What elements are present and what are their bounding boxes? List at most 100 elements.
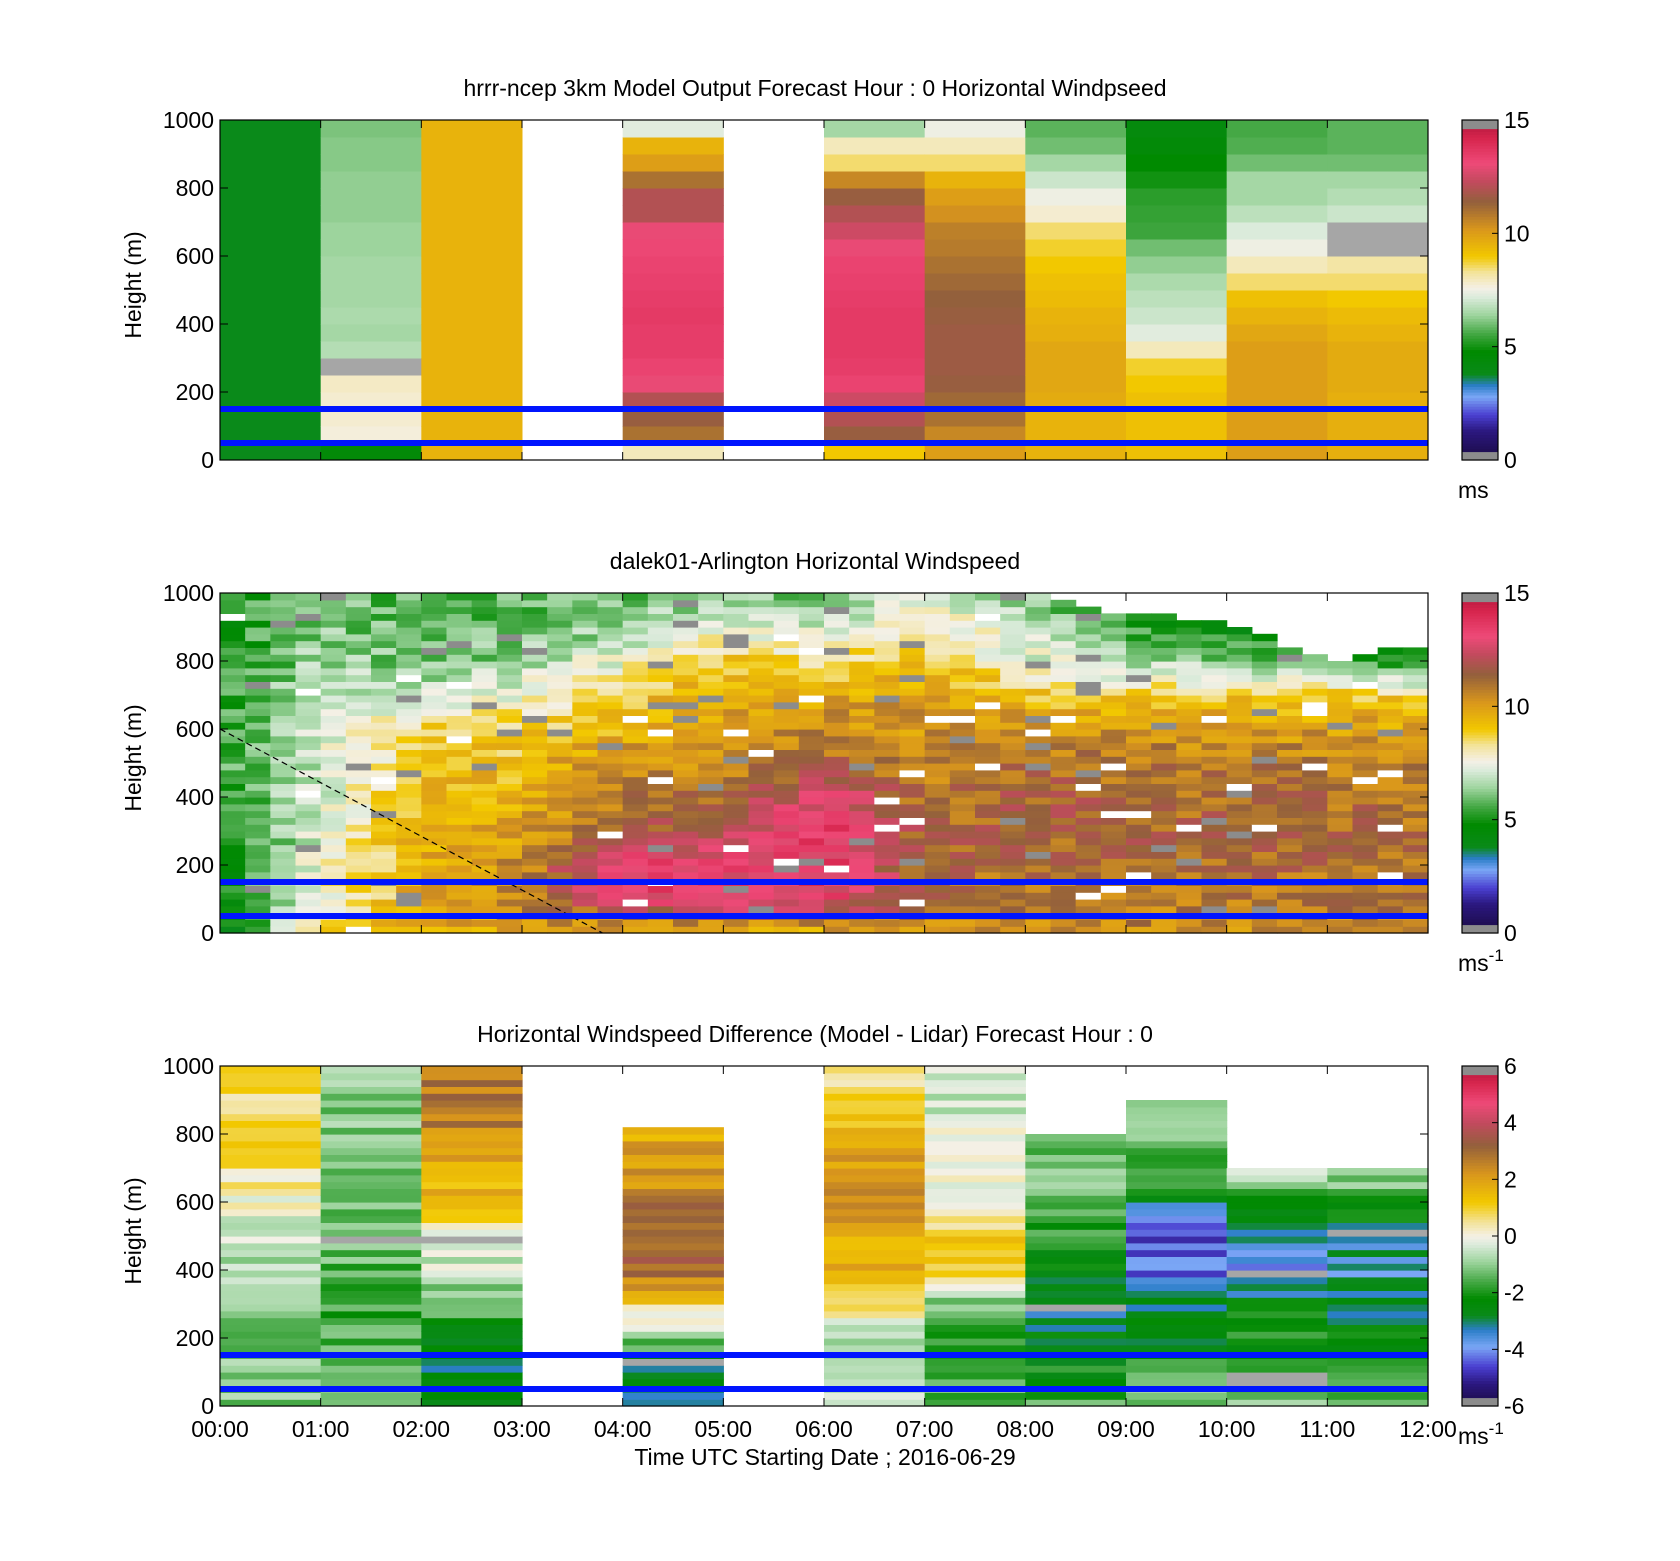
heatmap-cell xyxy=(446,695,473,703)
heatmap-cell xyxy=(1151,892,1177,900)
heatmap-cell xyxy=(824,1270,926,1278)
heatmap-cell xyxy=(1075,735,1102,744)
heatmap-cell xyxy=(446,620,473,628)
heatmap-cell xyxy=(1000,640,1026,648)
heatmap-cell xyxy=(748,729,775,737)
colorbar-swatch xyxy=(1462,615,1498,620)
heatmap-cell xyxy=(1251,769,1278,778)
heatmap-cell xyxy=(899,647,926,655)
heatmap-cell xyxy=(547,654,573,662)
heatmap-cell xyxy=(471,729,498,737)
heatmap-cell xyxy=(1327,715,1354,723)
heatmap-cell xyxy=(496,892,523,900)
heatmap-cell xyxy=(1201,885,1228,893)
heatmap-cell xyxy=(220,1297,322,1305)
heatmap-cell xyxy=(622,1147,724,1155)
heatmap-cell xyxy=(1126,1229,1228,1237)
heatmap-cell xyxy=(396,640,422,648)
heatmap-cell xyxy=(320,1310,422,1319)
heatmap-cell xyxy=(622,1236,724,1244)
heatmap-cell xyxy=(924,1276,1026,1285)
heatmap-cell xyxy=(421,1249,523,1257)
heatmap-cell xyxy=(471,763,498,771)
colorbar-swatch xyxy=(1462,358,1498,362)
heatmap-cell xyxy=(295,708,322,716)
heatmap-cell xyxy=(1402,722,1429,730)
heatmap-cell xyxy=(320,1256,422,1264)
colorbar-swatch xyxy=(1462,819,1498,824)
heatmap-cell xyxy=(547,688,573,696)
colorbar-swatch xyxy=(1462,1224,1498,1229)
colorbar-swatch xyxy=(1462,720,1498,724)
heatmap-cell xyxy=(899,885,926,893)
heatmap-cell xyxy=(320,222,422,240)
heatmap-cell xyxy=(849,905,875,914)
heatmap-cell xyxy=(396,905,422,914)
colorbar-swatch xyxy=(1462,1400,1498,1404)
heatmap-cell xyxy=(1126,1283,1228,1291)
heatmap-cell xyxy=(471,695,498,703)
heatmap-cell xyxy=(496,797,523,805)
heatmap-cell xyxy=(471,661,498,669)
heatmap-cell xyxy=(1377,735,1404,744)
heatmap-cell xyxy=(1327,1365,1429,1373)
heatmap-cell xyxy=(220,1079,322,1087)
y-tick-label: 200 xyxy=(176,852,214,878)
heatmap-cell xyxy=(1000,769,1026,778)
heatmap-cell xyxy=(1025,222,1127,240)
heatmap-cell xyxy=(1402,790,1429,798)
heatmap-cell xyxy=(547,674,573,682)
heatmap-cell xyxy=(1025,1249,1127,1257)
heatmap-cell xyxy=(1050,803,1077,812)
heatmap-cell xyxy=(824,358,926,376)
heatmap-cell xyxy=(270,905,297,914)
heatmap-cell xyxy=(748,599,775,608)
heatmap-cell xyxy=(1302,661,1328,669)
heatmap-cell xyxy=(1377,688,1404,696)
heatmap-cell xyxy=(798,763,825,771)
heatmap-cell xyxy=(421,1086,523,1094)
heatmap-cell xyxy=(1201,620,1228,628)
heatmap-cell xyxy=(924,674,951,682)
colorbar-swatch xyxy=(1462,417,1498,421)
colorbar-swatch xyxy=(1462,686,1498,690)
heatmap-cell xyxy=(1251,681,1278,689)
colorbar-swatch xyxy=(1462,290,1498,294)
heatmap-cell xyxy=(924,1208,1026,1217)
colorbar-swatch xyxy=(1462,230,1498,234)
heatmap-cell xyxy=(270,729,297,737)
heatmap-cell xyxy=(773,593,800,601)
heatmap-cell xyxy=(924,1072,1026,1081)
heatmap-cell xyxy=(1201,817,1228,825)
heatmap-cell xyxy=(798,695,825,703)
heatmap-cell xyxy=(320,1188,422,1196)
heatmap-cell xyxy=(396,919,422,927)
heatmap-cell xyxy=(924,1174,1026,1183)
heatmap-cell xyxy=(471,858,498,866)
colorbar-swatch xyxy=(1462,913,1498,917)
heatmap-cell xyxy=(1025,1256,1127,1264)
heatmap-cell xyxy=(924,667,951,676)
colorbar-swatch xyxy=(1462,250,1498,254)
heatmap-cell xyxy=(1151,749,1177,757)
heatmap-cell xyxy=(1201,865,1228,873)
heatmap-cell xyxy=(320,769,347,778)
heatmap-cell xyxy=(1126,1392,1228,1400)
heatmap-cell xyxy=(748,769,775,778)
colorbar-swatch xyxy=(1462,754,1498,758)
heatmap-cell xyxy=(446,749,473,757)
colorbar-swatch xyxy=(1462,862,1498,866)
heatmap-cell xyxy=(1075,613,1102,621)
colorbar-swatch xyxy=(1462,1125,1498,1129)
heatmap-cell xyxy=(622,769,649,778)
colorbar-swatch xyxy=(1462,400,1498,404)
heatmap-cell xyxy=(522,627,548,635)
colorbar-swatch xyxy=(1462,1349,1498,1353)
heatmap-cell xyxy=(421,443,523,461)
heatmap-cell xyxy=(874,797,901,805)
heatmap-cell xyxy=(547,824,573,832)
heatmap-cell xyxy=(622,708,649,716)
heatmap-cell xyxy=(1025,1283,1127,1291)
heatmap-cell xyxy=(798,708,825,716)
heatmap-cell xyxy=(1226,188,1328,206)
